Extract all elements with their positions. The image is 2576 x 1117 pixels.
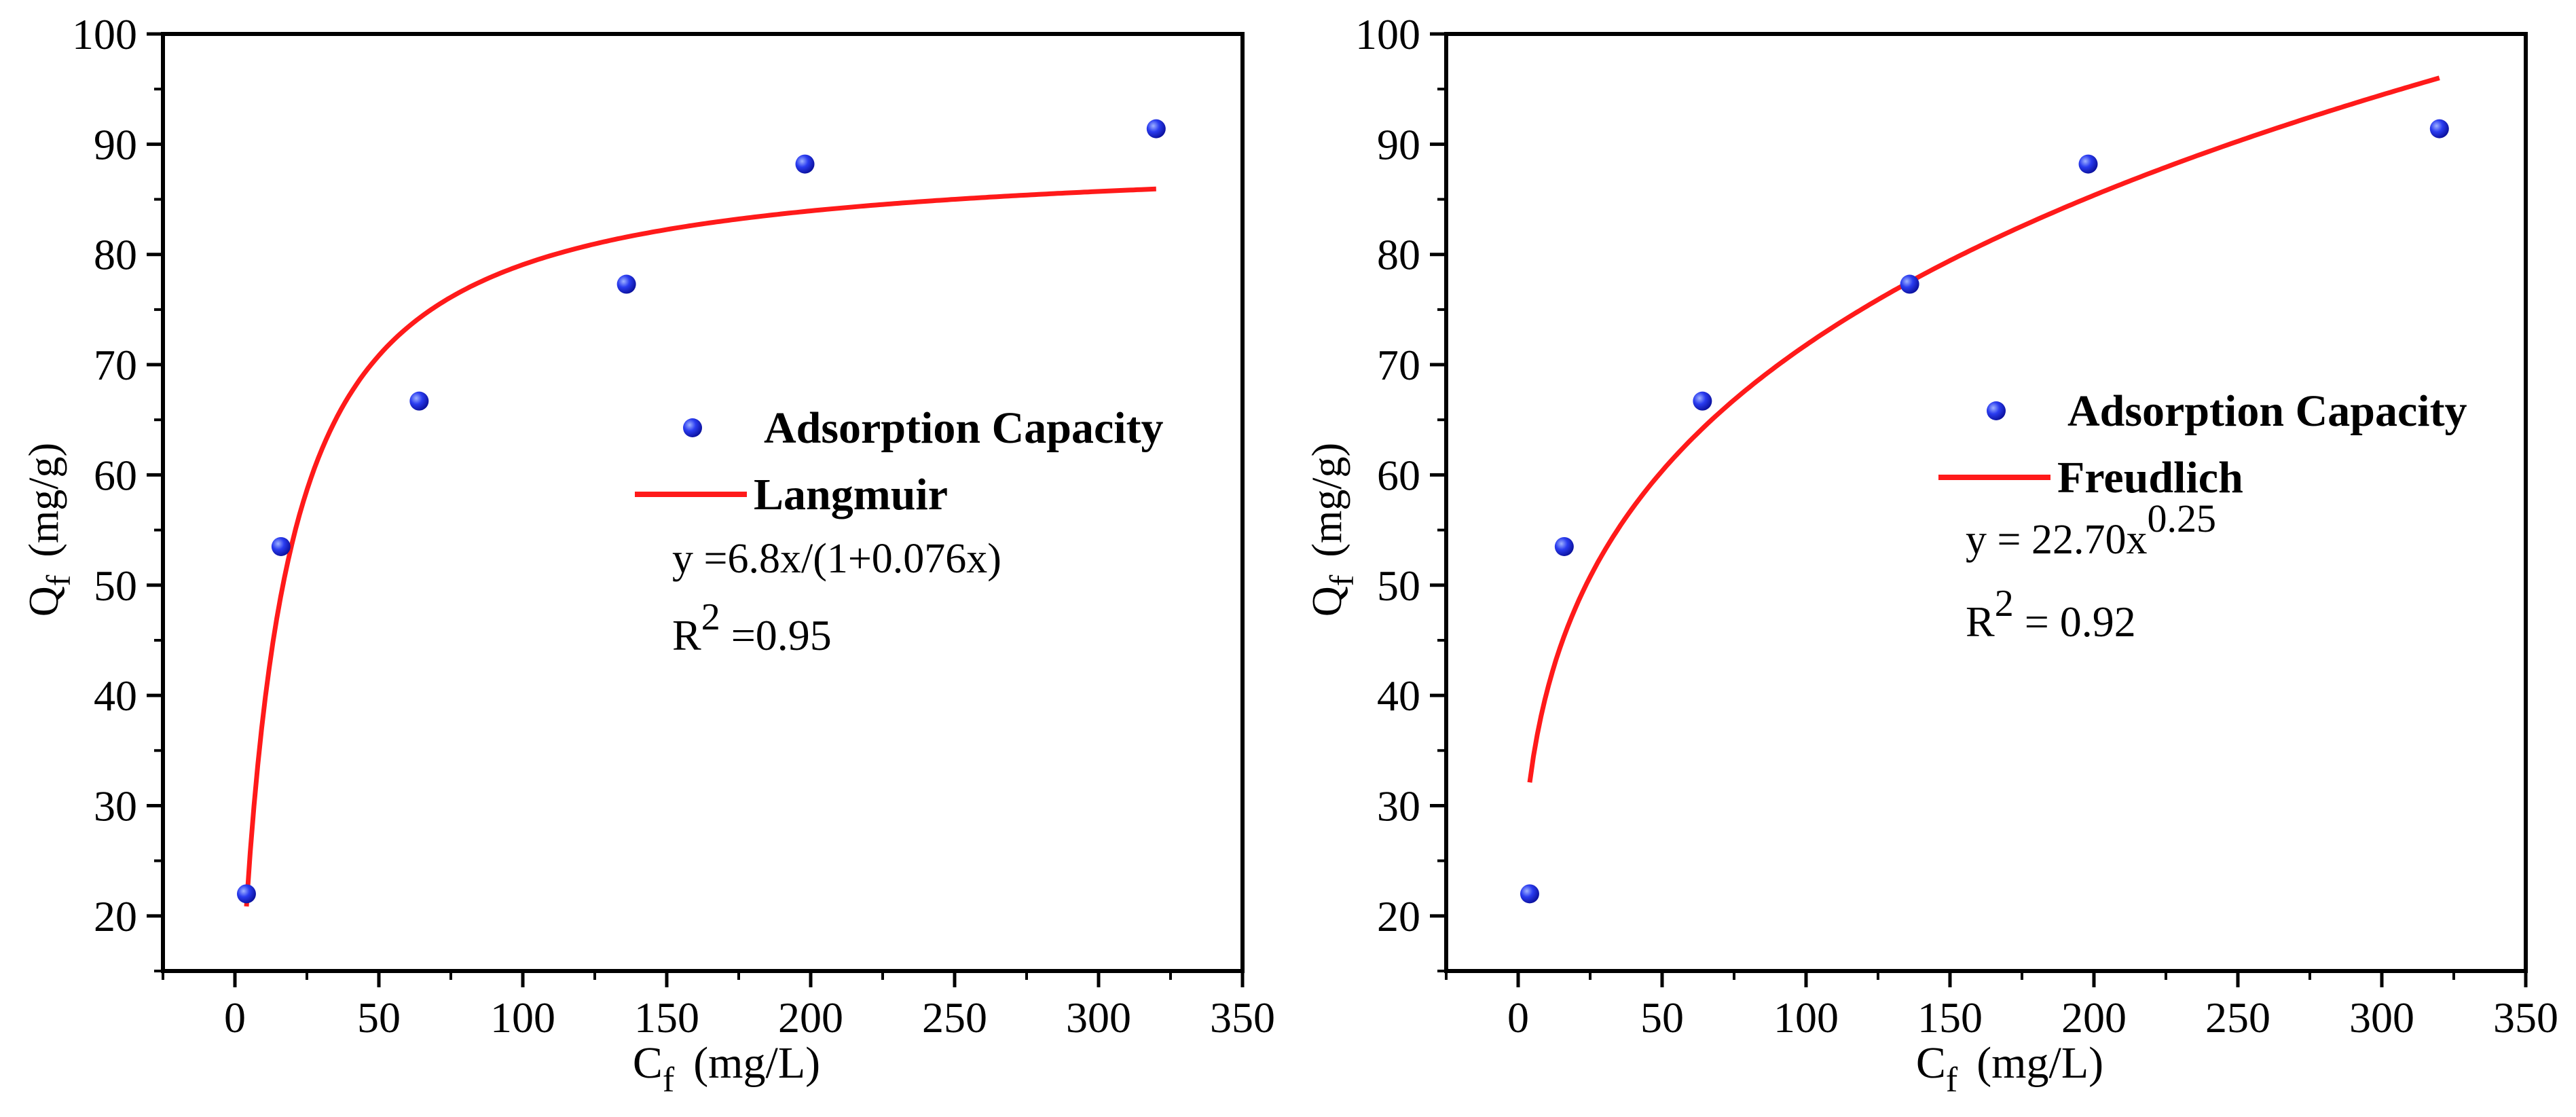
x-tick-label: 50 xyxy=(1640,993,1684,1042)
r-squared-exponent: 2 xyxy=(701,596,720,638)
r-squared-value: = 0.92 xyxy=(2014,598,2136,646)
y-axis-subscript: f xyxy=(1323,574,1361,586)
y-tick-label: 50 xyxy=(1377,562,1420,610)
legend-label-points: Adsorption Capacity xyxy=(2067,386,2467,436)
y-tick-label: 70 xyxy=(94,341,137,389)
y-axis-title: Qf (mg/g) xyxy=(1304,443,1361,617)
x-axis-symbol: C xyxy=(633,1038,663,1088)
x-tick-label: 100 xyxy=(1773,993,1839,1042)
r-squared-symbol: R xyxy=(672,611,701,659)
x-tick-label: 150 xyxy=(1917,993,1983,1042)
x-tick-label: 200 xyxy=(778,993,843,1042)
y-axis-subscript: f xyxy=(39,574,77,586)
y-axis-symbol: Q xyxy=(1304,586,1350,617)
legend-label-fit: Langmuir xyxy=(754,470,948,519)
legend-marker-points xyxy=(683,418,702,437)
data-point xyxy=(1146,119,1166,139)
fit-equation-main: y =6.8x/(1+0.076x) xyxy=(672,536,1001,582)
x-tick-label: 150 xyxy=(634,993,699,1042)
y-tick-label: 80 xyxy=(1377,231,1420,279)
y-tick-label: 20 xyxy=(1377,892,1420,940)
data-point xyxy=(236,884,256,904)
chart-panel-1: 0 50 100 150 200 250 300 350 20 30 40 50 60 70 80 90 100… xyxy=(21,10,1275,1099)
x-axis-subscript: f xyxy=(663,1061,675,1099)
y-tick-label: 90 xyxy=(1377,120,1420,168)
y-axis-title: Qf (mg/g) xyxy=(21,443,77,617)
y-axis-symbol: Q xyxy=(21,586,67,617)
y-tick-label: 50 xyxy=(94,562,137,610)
x-tick-label: 50 xyxy=(357,993,401,1042)
r-squared-text: R2 = 0.92 xyxy=(1966,583,2136,646)
x-tick-label: 300 xyxy=(1066,993,1131,1042)
y-tick-label: 60 xyxy=(1377,451,1420,499)
legend-label-points: Adsorption Capacity xyxy=(764,403,1164,453)
x-axis-unit: (mg/L) xyxy=(1976,1038,2103,1088)
x-axis-title: Cf (mg/L) xyxy=(1916,1038,2103,1099)
x-tick-label: 100 xyxy=(490,993,555,1042)
r-squared-text: R2 =0.95 xyxy=(672,596,832,659)
fit-curve-freudlich xyxy=(1527,75,2440,783)
y-tick-label: 70 xyxy=(1377,341,1420,389)
fit-equation-main: y = 22.70x xyxy=(1966,517,2147,563)
y-tick-label: 30 xyxy=(1377,782,1420,830)
data-point xyxy=(1554,536,1574,556)
data-point xyxy=(409,391,429,411)
plot-frame xyxy=(1444,32,2528,973)
fit-equation: y = 22.70x0.25 xyxy=(1966,496,2216,563)
y-tick-label: 100 xyxy=(72,10,137,58)
plot-frame xyxy=(161,32,1245,973)
x-axis-unit: (mg/L) xyxy=(693,1038,820,1088)
r-squared-value: =0.95 xyxy=(720,611,832,659)
x-axis-title: Cf (mg/L) xyxy=(633,1038,820,1099)
x-tick-label: 350 xyxy=(1210,993,1275,1042)
x-tick-label: 250 xyxy=(2205,993,2270,1042)
x-tick-label: 300 xyxy=(2349,993,2414,1042)
r-squared-exponent: 2 xyxy=(1995,583,2014,625)
data-point xyxy=(617,274,636,294)
data-point xyxy=(2429,119,2449,139)
y-tick-label: 30 xyxy=(94,782,137,830)
x-tick-label: 0 xyxy=(224,993,246,1042)
r-squared-symbol: R xyxy=(1966,598,1995,646)
y-tick-label: 40 xyxy=(94,672,137,720)
y-axis-unit: (mg/g) xyxy=(21,443,67,557)
x-tick-label: 200 xyxy=(2061,993,2127,1042)
data-point xyxy=(1520,884,1539,904)
legend-marker-points xyxy=(1987,401,2006,420)
x-tick-label: 250 xyxy=(922,993,987,1042)
fit-equation: y =6.8x/(1+0.076x) xyxy=(672,536,1001,582)
y-tick-label: 100 xyxy=(1355,10,1420,58)
y-axis-unit: (mg/g) xyxy=(1304,443,1350,557)
legend-label-fit: Freudlich xyxy=(2057,453,2243,502)
fit-curve-langmuir xyxy=(244,186,1156,907)
y-tick-label: 40 xyxy=(1377,672,1420,720)
y-tick-label: 20 xyxy=(94,892,137,940)
x-axis-subscript: f xyxy=(1946,1061,1958,1099)
data-point xyxy=(271,536,291,556)
x-tick-label: 0 xyxy=(1507,993,1529,1042)
data-point xyxy=(1693,391,1712,411)
y-tick-label: 90 xyxy=(94,120,137,168)
fit-equation-exponent: 0.25 xyxy=(2147,496,2216,541)
chart-panel-2: 0 50 100 150 200 250 300 350 20 30 40 50 60 70 80 90 100… xyxy=(1304,10,2558,1099)
data-point xyxy=(2078,154,2098,174)
data-point xyxy=(1900,274,1919,294)
y-tick-label: 60 xyxy=(94,451,137,499)
y-tick-label: 80 xyxy=(94,231,137,279)
data-point xyxy=(795,154,815,174)
x-tick-label: 350 xyxy=(2493,993,2558,1042)
x-axis-symbol: C xyxy=(1916,1038,1946,1088)
